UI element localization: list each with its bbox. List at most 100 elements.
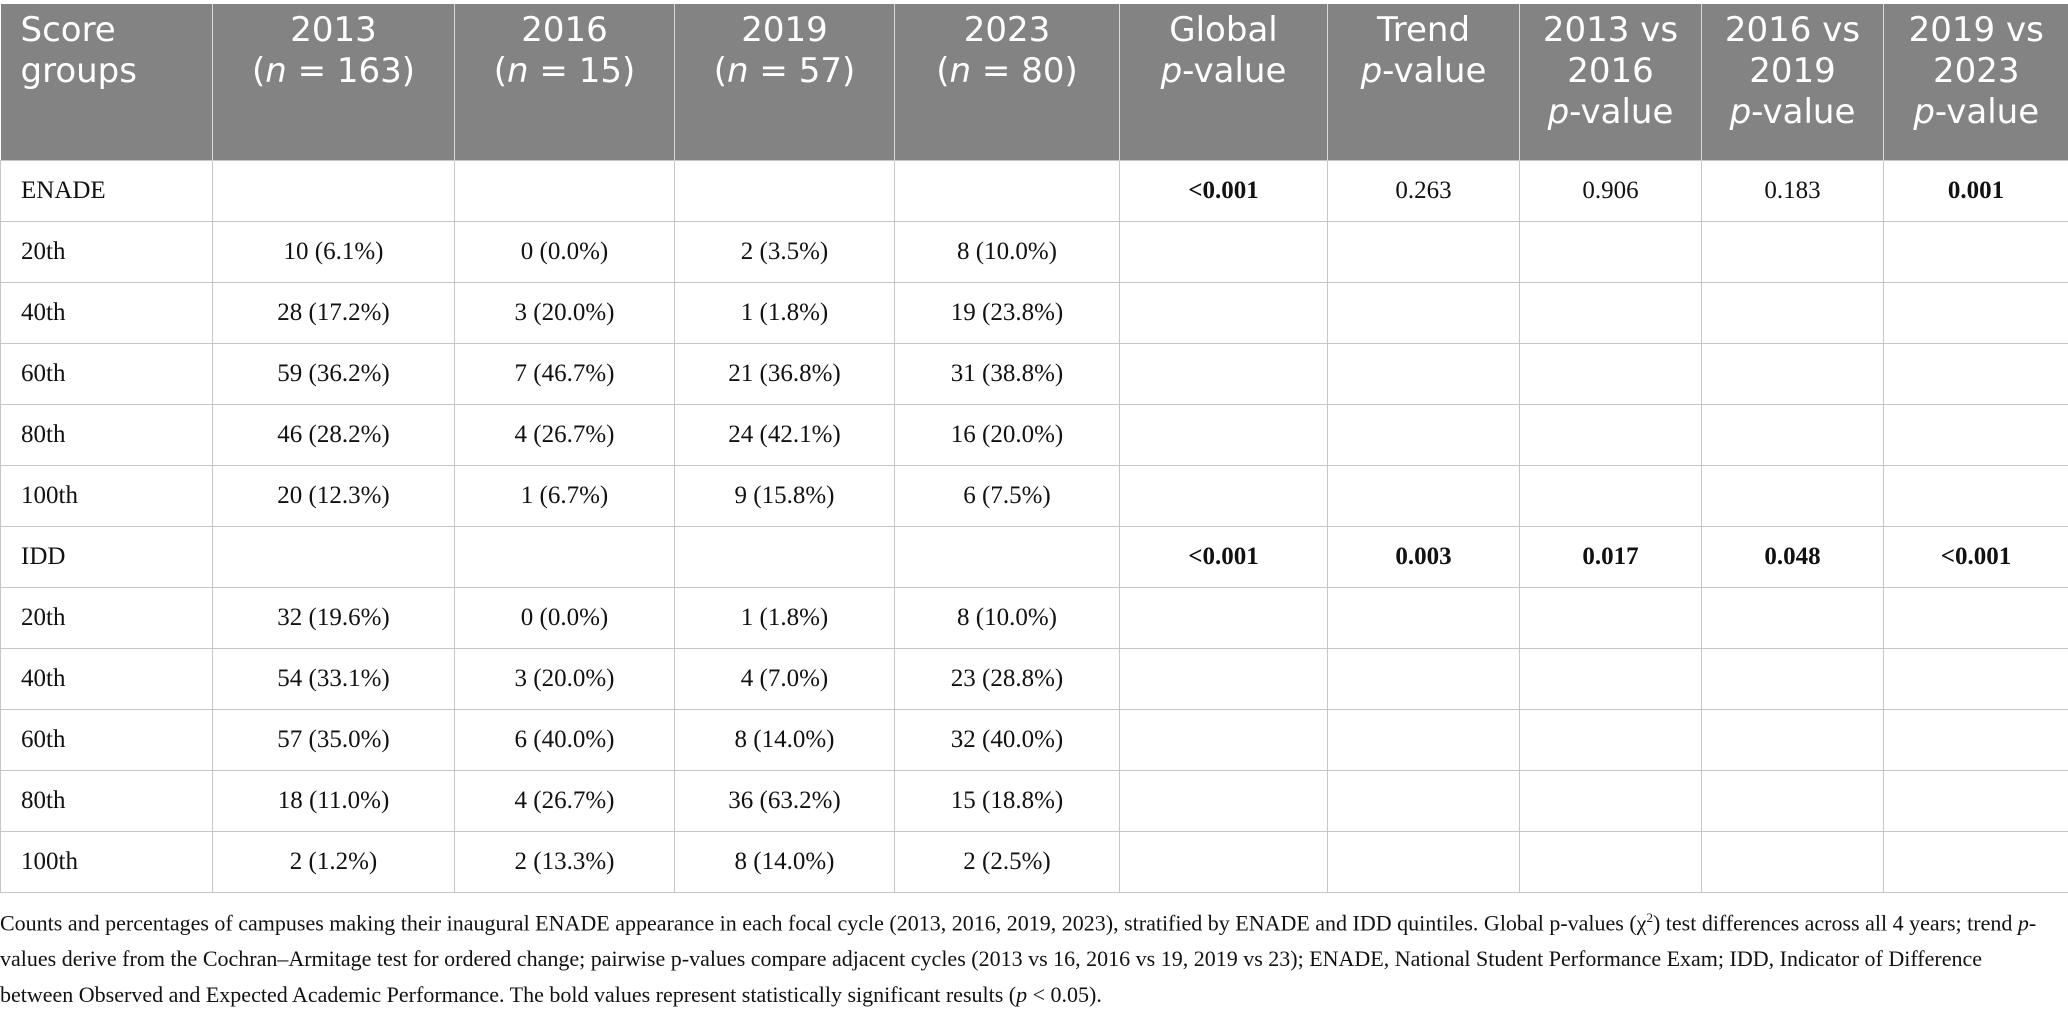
column-header: 2016 vs 2019 p-value [1701,4,1884,161]
column-header-line: 2016 vs [1724,10,1861,50]
header-text: = 80) [971,51,1078,91]
table-cell: 0 (0.0%) [454,587,675,649]
table-cell: 59 (36.2%) [212,343,455,405]
table-cell [1119,465,1328,527]
table-cell [1701,587,1884,649]
column-header-line: p-value [1892,92,2061,133]
row-label: 40th [0,282,213,344]
table-cell [1119,221,1328,283]
table-cell: <0.001 [1119,160,1328,222]
column-header-line: (n = 15) [463,51,666,92]
header-text: -value [1751,92,1856,132]
caption-text: p [1016,982,1028,1008]
table-cell: 0.048 [1701,526,1884,588]
column-header: Global p-value [1119,4,1328,161]
table-cell [454,160,675,222]
table-cell: 0.017 [1519,526,1702,588]
column-header-line: (n = 57) [683,51,886,92]
row-label: 60th [0,709,213,771]
column-header-line: p-value [1710,92,1875,133]
table-cell [1119,343,1328,405]
table-cell: 0.906 [1519,160,1702,222]
column-header-line: p-value [1528,92,1693,133]
table-cell [1327,648,1520,710]
header-row: Score groups 2013 (n = 163) 2016 (n = 15) 2019… [0,4,2068,161]
table-cell [1519,648,1702,710]
table-cell: 2 (3.5%) [674,221,895,283]
column-header-line: 2023 [963,10,1051,50]
column-header: 2013 vs 2016 p-value [1519,4,1702,161]
table-cell [1119,831,1328,893]
table-cell [454,526,675,588]
column-header-line: p-value [1128,51,1319,92]
column-header-line: (n = 80) [903,51,1111,92]
table-cell [1701,831,1884,893]
table-cell [1327,343,1520,405]
table-cell [212,526,455,588]
table-row: 40th 54 (33.1%) 3 (20.0%) 4 (7.0%) 23 (28.8%… [0,648,2068,710]
caption-text: < 0.05). [1027,982,1102,1008]
table-cell: 8 (10.0%) [894,221,1120,283]
table-cell [1119,709,1328,771]
header-text: -value [1934,92,2040,132]
table-cell: 36 (63.2%) [674,770,895,832]
column-header-line: 2013 [290,10,377,50]
table-cell: <0.001 [1119,526,1328,588]
table-cell: 4 (26.7%) [454,770,675,832]
table-cell: 8 (14.0%) [674,709,895,771]
table-cell: 3 (20.0%) [454,648,675,710]
table-cell: 0 (0.0%) [454,221,675,283]
table-cell [1883,648,2068,710]
header-text: -value [1569,92,1674,132]
header-text: n [507,51,529,91]
table-cell [1883,282,2068,344]
table-cell: 3 (20.0%) [454,282,675,344]
table-cell: 9 (15.8%) [674,465,895,527]
header-text: = 15) [528,51,636,91]
header-text: p [1729,92,1752,132]
table-row: IDD <0.001 0.003 0.017 0.048 <0.001 [0,526,2068,588]
table-cell: 20 (12.3%) [212,465,455,527]
table-cell [1119,282,1328,344]
header-text: ( [251,51,266,91]
table-cell: 54 (33.1%) [212,648,455,710]
table-cell [1519,343,1702,405]
table-row: 20th 32 (19.6%) 0 (0.0%) 1 (1.8%) 8 (10.0%) [0,587,2068,649]
caption-text: Counts and percentages of campuses makin… [0,910,1647,936]
table-cell: 7 (46.7%) [454,343,675,405]
table-cell: 31 (38.8%) [894,343,1120,405]
row-label: 20th [0,221,213,283]
table-cell [1327,465,1520,527]
header-text: = 163) [286,51,416,91]
table-cell: 15 (18.8%) [894,770,1120,832]
column-header-line: Trend [1376,10,1471,50]
table-cell: 23 (28.8%) [894,648,1120,710]
table-cell [1883,221,2068,283]
table-row: 100th 20 (12.3%) 1 (6.7%) 9 (15.8%) 6 (7.5%) [0,465,2068,527]
table-cell [1327,709,1520,771]
table-cell [1519,770,1702,832]
row-label: 80th [0,404,213,466]
header-text: ( [936,51,950,91]
table-cell: 32 (19.6%) [212,587,455,649]
table-cell [1701,465,1884,527]
column-header-line: p-value [1336,51,1511,92]
table-cell: 21 (36.8%) [674,343,895,405]
table-row: 80th 18 (11.0%) 4 (26.7%) 36 (63.2%) 15 (18.… [0,770,2068,832]
caption-text: ) test differences across all 4 years; t… [1652,910,2018,936]
table-cell: 4 (7.0%) [674,648,895,710]
table-cell [1883,404,2068,466]
table-cell [1883,770,2068,832]
column-header-line: 2013 vs [1542,10,1679,50]
table-cell [1327,282,1520,344]
column-header: 2016 (n = 15) [454,4,675,161]
table-cell [1327,587,1520,649]
header-text: -value [1382,51,1487,91]
table-cell: 16 (20.0%) [894,404,1120,466]
table-cell [1701,709,1884,771]
table-row: ENADE <0.001 0.263 0.906 0.183 0.001 [0,160,2068,222]
table-cell [1701,404,1884,466]
table-cell: 6 (7.5%) [894,465,1120,527]
table-cell [1701,221,1884,283]
table-cell: 1 (6.7%) [454,465,675,527]
